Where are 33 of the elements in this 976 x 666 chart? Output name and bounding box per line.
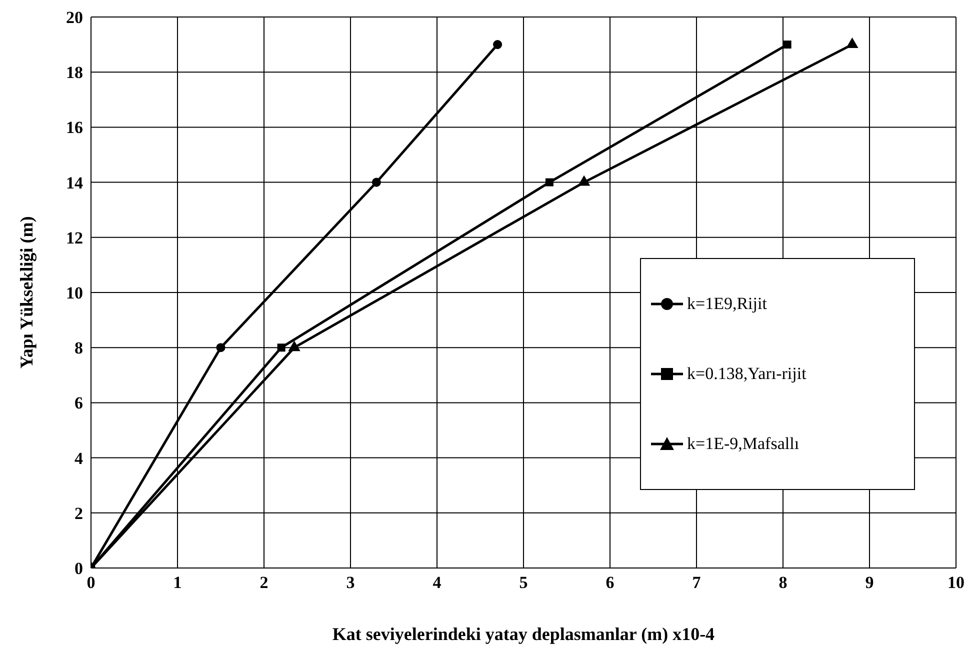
y-tick-label: 2 — [74, 504, 83, 523]
x-tick-label: 6 — [606, 573, 614, 592]
point — [277, 344, 286, 352]
y-tick-label: 18 — [66, 63, 83, 82]
y-tick-label: 4 — [74, 448, 84, 468]
point — [493, 40, 502, 50]
x-axis-title: Kat seviyelerindeki yatay deplasmanlar (m) x10-4 — [332, 624, 715, 644]
y-tick-label: 14 — [66, 173, 84, 192]
y-tick-label: 20 — [66, 8, 83, 28]
x-tick-label: 1 — [173, 573, 182, 592]
x-tick-label: 10 — [948, 573, 964, 592]
point — [545, 178, 554, 186]
y-tick-label: 6 — [74, 394, 83, 413]
point — [372, 178, 381, 187]
y-tick-label: 8 — [74, 338, 83, 358]
point — [783, 40, 792, 49]
legend-label: k=1E-9,Mafsallı — [687, 434, 800, 454]
x-tick-label: 5 — [519, 573, 528, 592]
y-tick-label: 10 — [66, 284, 83, 303]
x-tick-label: 4 — [432, 573, 442, 592]
y-tick-label: 12 — [66, 228, 83, 248]
x-tick-label: 2 — [260, 573, 268, 592]
x-tick-label: 9 — [865, 573, 874, 592]
x-tick-label: 7 — [692, 573, 702, 592]
y-tick-label: 16 — [66, 118, 83, 138]
legend-label: k=1E9,Rijit — [687, 294, 767, 314]
legend-label: k=0.138,Yarı-rijit — [687, 364, 806, 384]
x-tick-label: 0 — [86, 573, 96, 592]
y-tick-label: 0 — [74, 559, 83, 578]
x-tick-label: 8 — [778, 573, 788, 592]
y-axis-title: Yapı Yüksekliği (m) — [16, 216, 36, 369]
point — [216, 343, 226, 352]
x-tick-label: 3 — [346, 573, 355, 592]
